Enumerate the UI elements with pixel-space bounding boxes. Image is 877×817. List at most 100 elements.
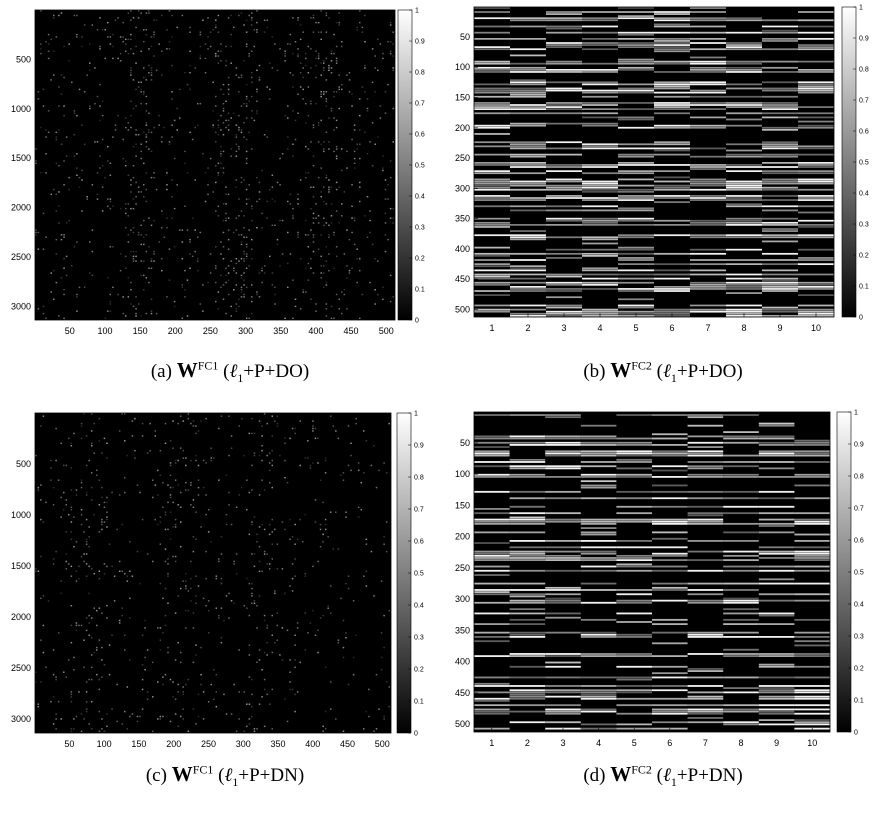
heatmap-cell xyxy=(248,703,251,705)
heatmap-cell xyxy=(382,52,384,55)
heatmap-cell xyxy=(104,29,106,31)
heatmap-cell xyxy=(143,41,145,43)
heatmap-cell xyxy=(389,217,392,219)
heatmap-cell xyxy=(314,634,317,637)
heatmap-cell xyxy=(187,730,190,733)
heatmap-cell xyxy=(114,129,117,131)
heatmap-cell xyxy=(157,718,159,720)
heatmap-cell xyxy=(509,414,546,416)
heatmap-cell xyxy=(268,563,271,565)
heatmap-cell xyxy=(76,241,78,243)
heatmap-cell xyxy=(37,489,40,491)
heatmap-cell xyxy=(143,184,145,186)
heatmap-cell xyxy=(251,587,253,590)
heatmap-cell xyxy=(227,279,230,281)
heatmap-cell xyxy=(189,50,191,52)
heatmap-cell xyxy=(137,231,140,234)
heatmap-cell xyxy=(546,275,582,278)
y-tick-label: 150 xyxy=(455,93,470,103)
heatmap-cell xyxy=(474,559,510,562)
heatmap-cell xyxy=(47,110,50,112)
heatmap-cell xyxy=(220,241,222,243)
heatmap-cell xyxy=(83,560,85,563)
heatmap-cell xyxy=(580,693,617,696)
heatmap-cell xyxy=(261,445,263,447)
heatmap-cell xyxy=(546,209,582,212)
heatmap-cell xyxy=(325,79,328,81)
heatmap-cell xyxy=(315,203,317,205)
heatmap-cell xyxy=(171,196,173,198)
heatmap-cell xyxy=(294,644,296,646)
heatmap-cell xyxy=(238,14,240,17)
heatmap-cell xyxy=(654,186,690,189)
heatmap-cell xyxy=(353,157,356,160)
caption-b-sub: 1 xyxy=(670,370,677,385)
heatmap-cell xyxy=(215,181,217,184)
heatmap-cell xyxy=(230,33,232,36)
heatmap-cell xyxy=(723,687,759,690)
heatmap-cell xyxy=(618,108,654,111)
heatmap-cell xyxy=(235,143,238,145)
heatmap-cell xyxy=(618,44,654,46)
heatmap-cell xyxy=(37,248,40,250)
heatmap-cell xyxy=(545,631,581,634)
heatmap-cell xyxy=(361,26,364,29)
heatmap-cell xyxy=(151,479,154,481)
heatmap-cell xyxy=(392,207,394,210)
heatmap-cell xyxy=(794,559,830,562)
heatmap-cell xyxy=(798,11,834,13)
heatmap-cell xyxy=(225,217,227,219)
colorbar-tick-label: 0 xyxy=(415,318,419,325)
heatmap-cell xyxy=(90,654,93,656)
heatmap-cell xyxy=(166,29,168,31)
heatmap-cell xyxy=(323,265,325,267)
heatmap-cell xyxy=(276,624,279,627)
heatmap-cell xyxy=(317,21,320,24)
heatmap-cell xyxy=(762,141,798,144)
heatmap-cell xyxy=(245,188,248,191)
heatmap-cell xyxy=(202,19,204,21)
heatmap-cell xyxy=(474,582,510,585)
heatmap-cell xyxy=(145,312,148,315)
heatmap-cell xyxy=(723,676,759,679)
heatmap-cell xyxy=(580,533,617,536)
heatmap-cell xyxy=(794,450,830,453)
heatmap-cell xyxy=(261,459,263,462)
heatmap-cell xyxy=(168,279,171,281)
heatmap-cell xyxy=(101,114,104,117)
heatmap-cell xyxy=(652,582,688,585)
heatmap-cell xyxy=(365,570,368,573)
heatmap-cell xyxy=(337,548,340,550)
heatmap-cell xyxy=(230,315,232,317)
heatmap-cell xyxy=(328,148,330,150)
heatmap-cell xyxy=(103,664,106,666)
heatmap-cell xyxy=(369,141,371,143)
heatmap-cell xyxy=(618,164,654,166)
heatmap-cell xyxy=(294,432,296,435)
colorbar-tick-label: 0.2 xyxy=(859,253,869,260)
heatmap-cell xyxy=(652,552,688,555)
heatmap-cell xyxy=(251,595,253,597)
heatmap-cell xyxy=(798,87,834,90)
heatmap-cell xyxy=(238,649,240,651)
heatmap-cell xyxy=(181,241,184,243)
heatmap-cell xyxy=(132,107,135,110)
heatmap-cell xyxy=(179,715,182,718)
heatmap-cell xyxy=(319,617,322,619)
y-tick-label: 3000 xyxy=(11,714,31,724)
heatmap-cell xyxy=(342,472,345,474)
colorbar-tick-label: 0.4 xyxy=(854,602,864,609)
heatmap-cell xyxy=(582,248,618,251)
heatmap-cell xyxy=(63,184,65,186)
heatmap-cell xyxy=(474,153,510,156)
heatmap-cell xyxy=(218,479,220,481)
heatmap-cell xyxy=(330,107,333,110)
heatmap-cell xyxy=(350,442,352,445)
heatmap-cell xyxy=(240,105,243,107)
heatmap-cell xyxy=(325,98,328,100)
heatmap-cell xyxy=(225,523,228,526)
heatmap-cell xyxy=(366,110,369,112)
heatmap-cell xyxy=(225,267,227,269)
heatmap-cell xyxy=(392,296,394,298)
heatmap-cell xyxy=(140,88,142,91)
